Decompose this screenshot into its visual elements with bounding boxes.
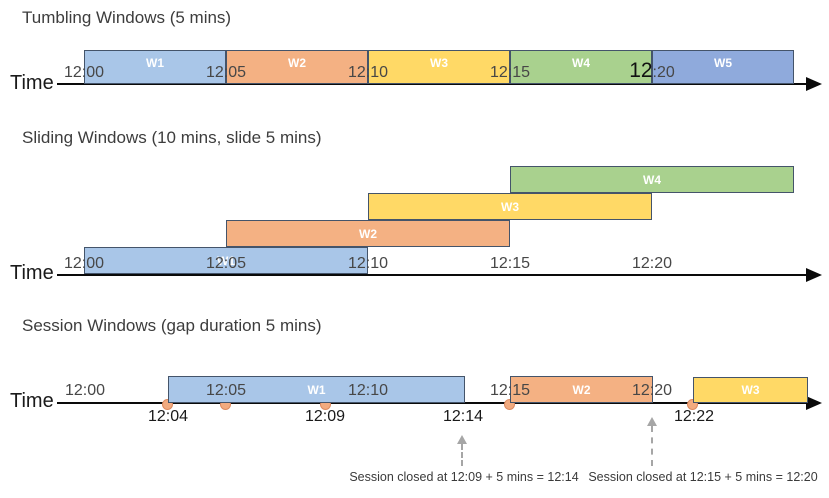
sliding-window-w3-label: W3: [501, 199, 519, 214]
sliding-tick-1210: 12:10: [347, 255, 389, 272]
tumbling-time-axis-label: Time: [10, 72, 54, 94]
session-close-arrow-line: [461, 444, 463, 466]
session-close-up-arrow-icon: [647, 417, 657, 426]
session-time-axis-label: Time: [10, 390, 54, 412]
sliding-window-w2-label: W2: [359, 226, 377, 241]
tumbling-window-w1: W1: [84, 50, 226, 84]
tumbling-tick-1200: 12:00: [63, 64, 105, 81]
tumbling-window-w3-label: W3: [430, 56, 448, 70]
event-label-1222: 12:22: [673, 408, 715, 425]
session-closed-annotation-1: Session closed at 12:09 + 5 mins = 12:14: [349, 470, 579, 484]
tumbling-window-w3: W3: [368, 50, 510, 84]
sliding-window-w3: W3: [368, 193, 652, 220]
sliding-window-w4-label: W4: [643, 172, 661, 187]
tumbling-window-w4: W4: [510, 50, 652, 84]
session-window-w2-label: W2: [572, 382, 591, 397]
session-title: Session Windows (gap duration 5 mins): [22, 316, 322, 335]
tumbling-window-w5: W5: [652, 50, 794, 84]
sliding-window-w1-label: W1: [217, 253, 235, 268]
session-tick-1210: 12:10: [347, 382, 389, 399]
tumbling-window-w4-label: W4: [572, 56, 590, 70]
sliding-axis-arrowhead-icon: [806, 268, 822, 282]
session-window-w3-label: W3: [741, 383, 760, 397]
session-tick-1205: 12:05: [205, 382, 247, 399]
event-dot-1215: [504, 399, 515, 410]
sliding-window-w2: W2: [226, 220, 510, 247]
sliding-time-axis: [57, 274, 808, 276]
tumbling-tick-1220: 12:20: [629, 59, 675, 82]
session-window-w1-label: W1: [307, 382, 326, 397]
sliding-title: Sliding Windows (10 mins, slide 5 mins): [22, 128, 322, 147]
event-label-1214: 12:14: [442, 408, 484, 425]
session-closed-annotation-2: Session closed at 12:15 + 5 mins = 12:20: [588, 470, 818, 484]
sliding-tick-1205: 12:05: [205, 255, 247, 272]
session-window-w1: W1: [168, 376, 465, 403]
tumbling-window-w2-label: W2: [288, 56, 306, 70]
tumbling-time-axis: [57, 83, 808, 85]
session-close-arrow-line: [651, 426, 653, 466]
sliding-window-w4: W4: [510, 166, 794, 193]
event-dot-1204: [162, 399, 173, 410]
tumbling-tick-1220-min: :20: [652, 64, 675, 81]
tumbling-tick-1205: 12:05: [205, 64, 247, 81]
tumbling-axis-arrowhead-icon: [806, 77, 822, 91]
sliding-time-axis-label: Time: [10, 262, 54, 284]
tumbling-tick-1215: 12:15: [489, 64, 531, 81]
session-tick-1200: 12:00: [64, 382, 106, 399]
tumbling-window-w5-label: W5: [714, 56, 732, 70]
event-label-1204: 12:04: [147, 408, 189, 425]
sliding-tick-1220: 12:20: [631, 255, 673, 272]
sliding-tick-1200: 12:00: [63, 255, 105, 272]
sliding-window-w1: W1: [84, 247, 368, 274]
tumbling-tick-1210: 12:10: [347, 64, 389, 81]
session-window-w3: W3: [693, 377, 808, 403]
session-axis-arrowhead-icon: [806, 396, 822, 410]
tumbling-tick-1220-hour: 12: [629, 59, 653, 82]
tumbling-window-w2: W2: [226, 50, 368, 84]
session-tick-1215: 12:15: [489, 382, 531, 399]
sliding-tick-1215: 12:15: [489, 255, 531, 272]
session-window-w2: W2: [510, 376, 653, 403]
event-dot-1222: [687, 399, 698, 410]
event-label-1209: 12:09: [304, 408, 346, 425]
session-tick-1220: 12:20: [631, 382, 673, 399]
session-close-up-arrow-icon: [457, 435, 467, 444]
tumbling-window-w1-label: W1: [146, 56, 164, 70]
tumbling-title: Tumbling Windows (5 mins): [22, 8, 232, 27]
session-time-axis: [57, 402, 808, 404]
